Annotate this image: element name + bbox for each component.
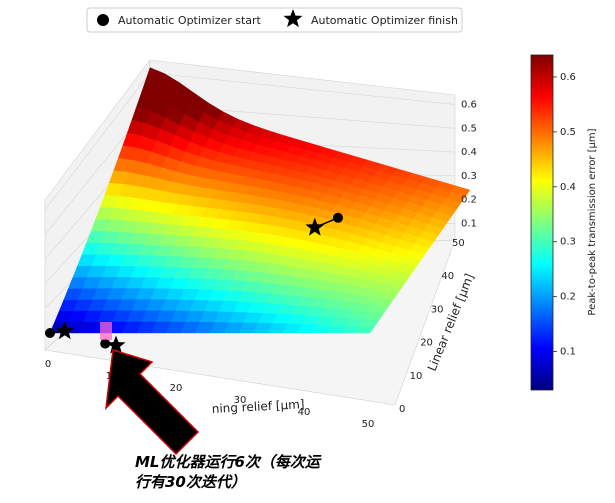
- annotation-line-2: 行有30次迭代）: [135, 473, 246, 491]
- annotation-arrow: [104, 349, 200, 456]
- y-tick-label: 10: [410, 371, 423, 382]
- annotation-line-1: ML优化器运行6次（每次运: [135, 453, 322, 471]
- z-tick-label: 0.4: [461, 147, 477, 158]
- z-axis-ticks: 0.1 0.2 0.3 0.4 0.5 0.6: [461, 100, 477, 230]
- z-tick-label: 0.5: [461, 123, 477, 134]
- y-tick-label: 40: [441, 271, 454, 282]
- colorbar-tick-label: 0.4: [560, 182, 576, 193]
- z-tick-label: 0.2: [461, 195, 477, 206]
- legend: Automatic Optimizer start Automatic Opti…: [86, 7, 463, 33]
- colorbar-label: Peak-to-peak transmission error [µm]: [587, 128, 598, 315]
- y-tick-label: 0: [399, 404, 405, 415]
- legend-circle-marker: [97, 14, 109, 26]
- start-marker: [333, 212, 343, 223]
- y-tick-label: 20: [420, 338, 433, 349]
- z-tick-label: 0.6: [461, 100, 477, 111]
- colorbar-tick-label: 0.1: [560, 347, 576, 358]
- y-axis-ticks: 0 10 20 30 40 50: [399, 238, 465, 415]
- colorbar-tick-label: 0.6: [560, 72, 576, 83]
- z-tick-label: 0.3: [461, 171, 477, 182]
- x-tick-label: 30: [234, 395, 247, 406]
- start-marker: [45, 328, 55, 338]
- x-tick-label: 0: [45, 359, 51, 370]
- z-tick-label: 0.1: [461, 218, 477, 229]
- colorbar-tick-label: 0.5: [560, 127, 576, 138]
- colorbar-tick-label: 0.3: [560, 237, 576, 248]
- y-tick-label: 30: [431, 304, 444, 315]
- start-marker: [100, 338, 111, 349]
- x-tick-label: 20: [170, 383, 183, 394]
- colorbar-gradient: [530, 54, 554, 391]
- colorbar-ticks: 0.1 0.2 0.3 0.4 0.5 0.6: [553, 72, 576, 358]
- surface: [49, 67, 471, 334]
- finish-marker: [305, 217, 325, 236]
- optimizer-markers: [45, 212, 343, 354]
- colorbar-tick-label: 0.2: [560, 292, 576, 303]
- legend-finish-label: Automatic Optimizer finish: [311, 14, 458, 27]
- surface-patch: [355, 325, 375, 334]
- x-axis-label: ning relief [µm]: [211, 397, 304, 416]
- legend-star-marker: [283, 9, 303, 28]
- y-tick-label: 50: [452, 238, 465, 249]
- finish-marker: [106, 335, 126, 354]
- legend-start-label: Automatic Optimizer start: [118, 14, 262, 27]
- colorbar: 0.1 0.2 0.3 0.4 0.5 0.6 Peak-to-peak transmis…: [530, 54, 598, 391]
- x-tick-label: 50: [362, 419, 375, 430]
- x-tick-label: 40: [298, 407, 311, 418]
- finish-marker: [55, 321, 75, 340]
- highlight-box: [100, 322, 112, 340]
